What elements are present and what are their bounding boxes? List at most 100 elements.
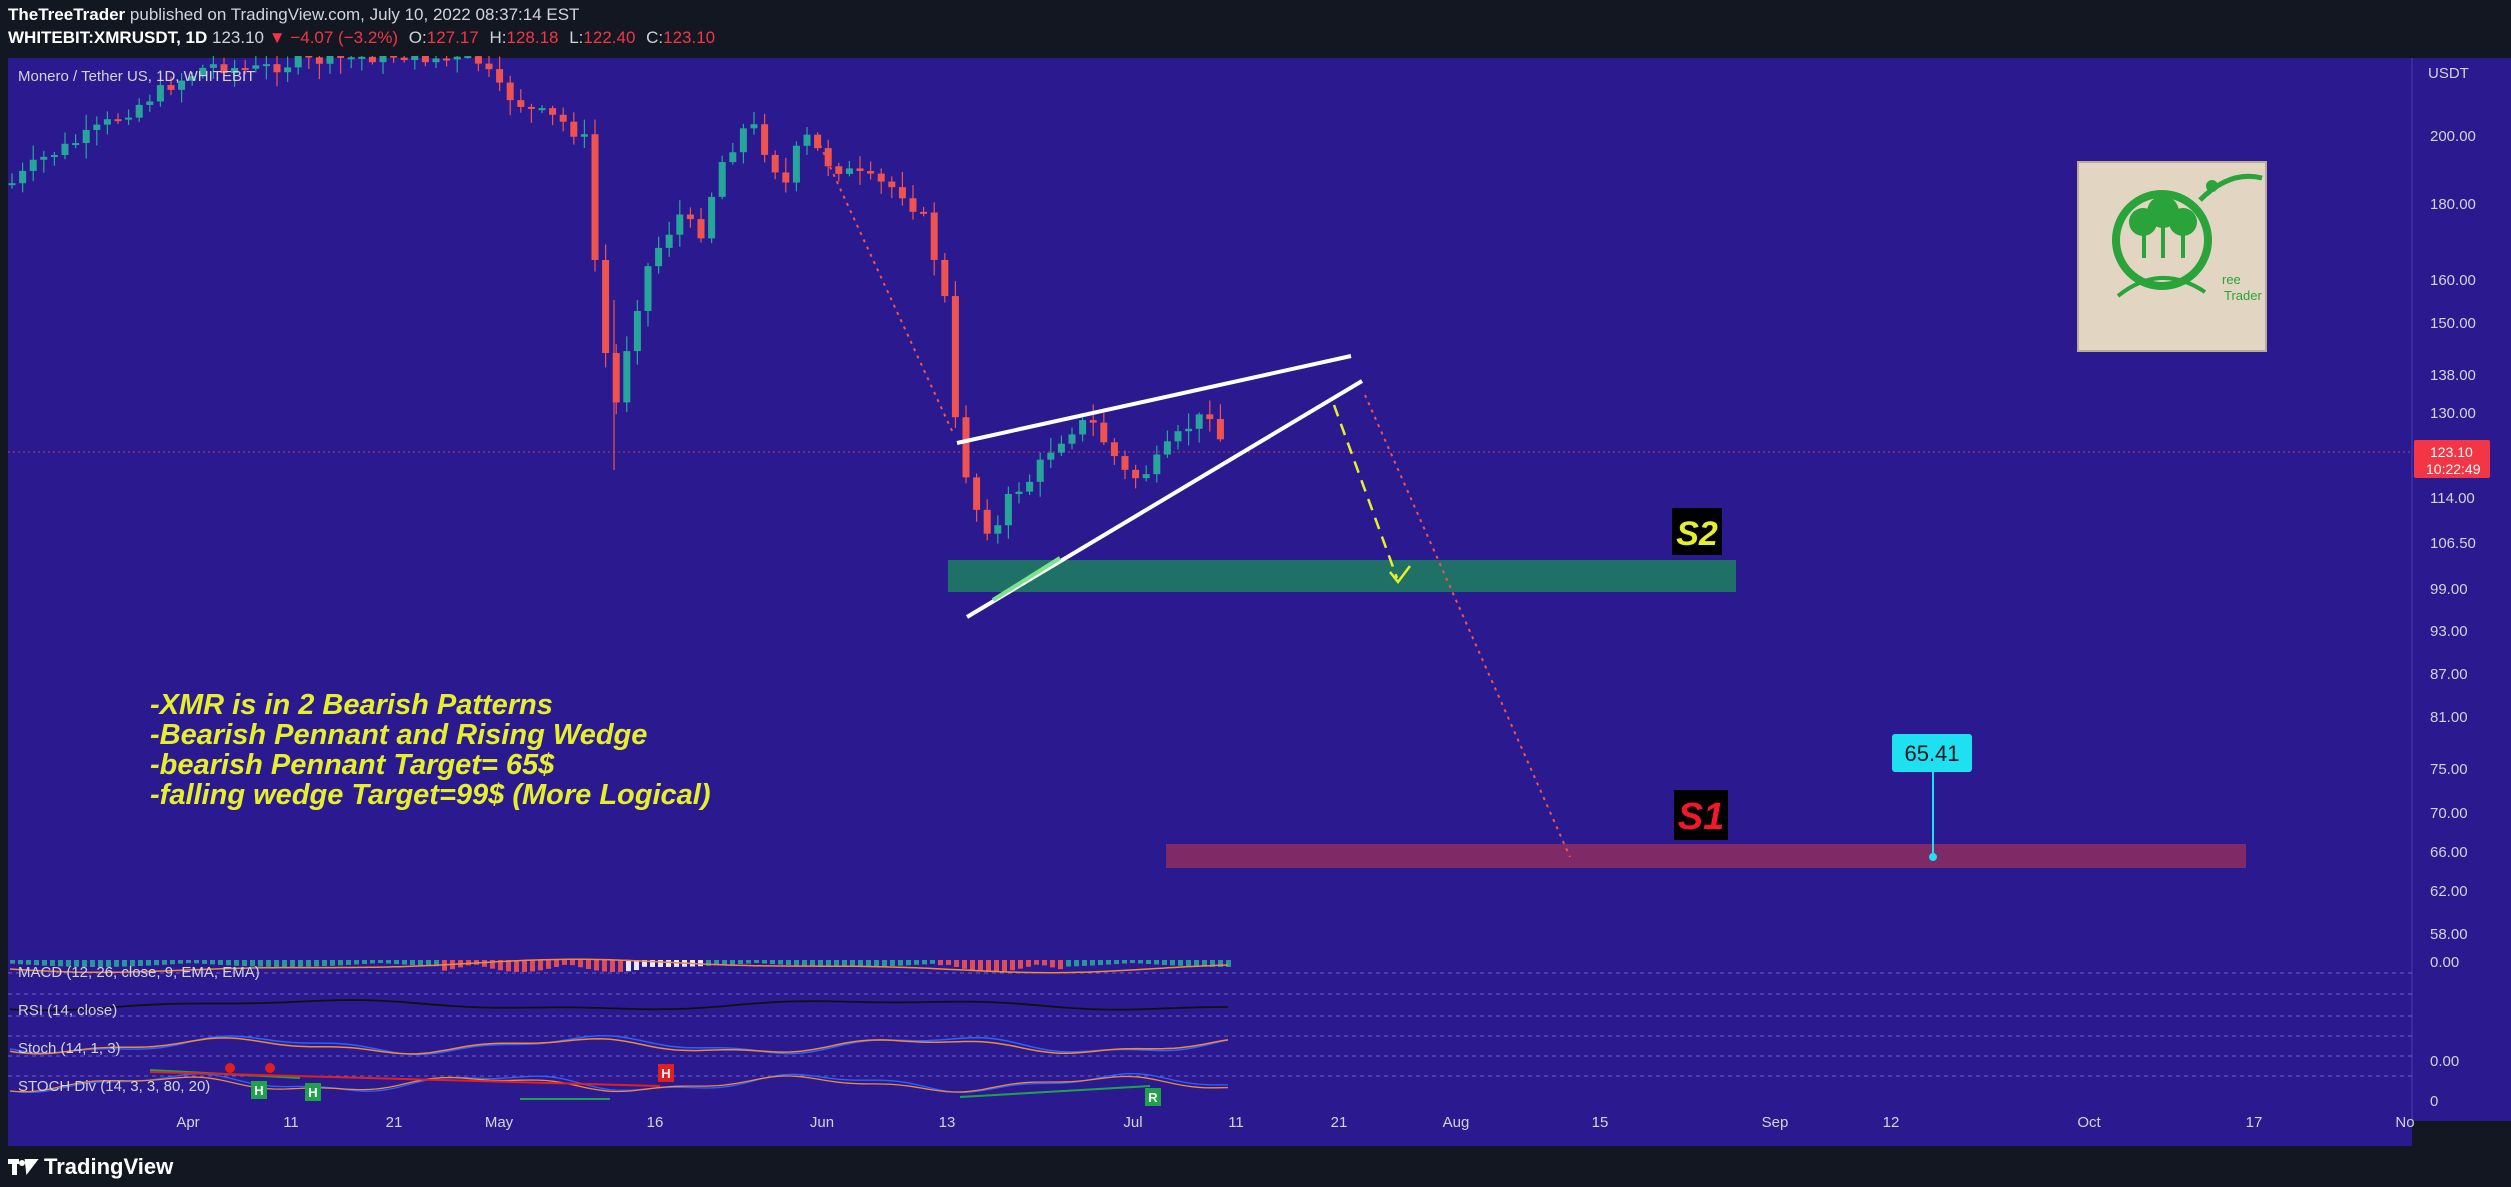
macd-bar [722, 960, 727, 966]
wedge-upper-trendline[interactable] [956, 354, 1352, 445]
arrow-head-icon [1389, 565, 1411, 585]
wedge-lower-trendline[interactable] [965, 379, 1364, 619]
candle-body [1206, 414, 1214, 420]
last-price-tag-value: 123.10 [2430, 444, 2473, 460]
time-tick-label: 11 [283, 1114, 299, 1131]
macd-bar [362, 960, 367, 964]
candle-body [856, 168, 864, 172]
candle-body [761, 124, 769, 155]
macd-bar [146, 960, 151, 966]
candle-body [156, 85, 164, 102]
candle-body [358, 56, 366, 59]
symbol-label[interactable]: WHITEBIT:XMRUSDT, 1D [8, 28, 208, 47]
macd-bar [1146, 960, 1151, 964]
stoch-label[interactable]: Stoch (14, 1, 3) [18, 1040, 121, 1057]
candle-body [326, 56, 334, 64]
rsi-label[interactable]: RSI (14, close) [18, 1002, 117, 1019]
macd-bar [634, 960, 639, 971]
down-arrow-icon: ▼ [268, 28, 286, 47]
s2-label: S2 [1676, 515, 1718, 553]
macd-bar [762, 960, 767, 964]
macd-bar [626, 960, 631, 972]
stoch-d-line [9, 1037, 1229, 1055]
price-tick-label: 106.50 [2430, 535, 2476, 552]
candle-body [559, 114, 567, 122]
macd-bar [906, 960, 911, 966]
published-text: published on TradingView.com, July 10, 2… [129, 5, 580, 24]
s2-support-zone[interactable] [948, 560, 1736, 592]
candle-body [570, 121, 578, 137]
macd-bar [914, 960, 919, 965]
svg-text:Trader: Trader [2224, 288, 2262, 303]
macd-bar [1066, 960, 1071, 967]
indicators-pane[interactable]: MACD (12, 26, close, 9, EMA, EMA) RSI (1… [8, 954, 2459, 1110]
macd-bar [642, 960, 647, 967]
price-tick-label: 200.00 [2430, 128, 2476, 145]
pair-label[interactable]: Monero / Tether US, 1D, WHITEBIT [18, 68, 255, 85]
time-tick-label: Jul [1123, 1114, 1142, 1131]
tradingview-mark-icon [8, 1156, 39, 1178]
macd-bar [962, 960, 967, 969]
candle-body [400, 57, 408, 61]
target-callout[interactable]: 65.41 [1892, 734, 1972, 861]
macd-bar [74, 960, 79, 967]
expected-move-arrow [1332, 404, 1399, 579]
author-name[interactable]: TheTreeTrader [8, 5, 126, 24]
s1-label: S1 [1678, 796, 1724, 838]
candle-body [930, 212, 938, 260]
stoch-div-k-line [9, 1072, 1228, 1094]
macd-bar [250, 960, 255, 967]
stoch-div-label[interactable]: STOCH Div (14, 3, 3, 80, 20) [18, 1078, 210, 1095]
macd-bar [994, 960, 999, 972]
macd-bar [522, 960, 527, 972]
time-tick-label: 12 [1883, 1114, 1900, 1131]
candle-body [835, 166, 843, 174]
macd-bar [930, 960, 935, 964]
candle-body [1004, 494, 1012, 526]
candle-body [824, 148, 832, 167]
time-tick-label: Apr [176, 1114, 199, 1131]
macd-bar [186, 960, 191, 964]
macd-label[interactable]: MACD (12, 26, close, 9, EMA, EMA) [18, 964, 260, 981]
macd-bar [770, 960, 775, 965]
candle-body [729, 152, 737, 163]
time-tick-label: Sep [1762, 1114, 1789, 1131]
candle-body [114, 119, 122, 122]
time-tick-label: 16 [647, 1114, 664, 1131]
candle-body [125, 117, 133, 120]
macd-bar [1026, 960, 1031, 967]
price-axis[interactable] [2412, 58, 2511, 1121]
macd-bar [826, 960, 831, 967]
s1-support-zone[interactable] [1166, 844, 2246, 868]
candle-body [1100, 422, 1108, 443]
macd-bar [98, 960, 103, 967]
candle-body [82, 129, 90, 144]
macd-bar [114, 960, 119, 967]
macd-bar [1106, 960, 1111, 965]
macd-bar [730, 960, 735, 965]
candle-body [347, 57, 355, 60]
candle-body [973, 477, 981, 510]
candle-body [951, 296, 959, 418]
macd-bar [306, 960, 311, 967]
candle-body [580, 134, 588, 137]
macd-bar [50, 960, 55, 966]
analysis-notes: -XMR is in 2 Bearish Patterns -Bearish P… [150, 689, 711, 811]
price-tick-label: 180.00 [2430, 196, 2476, 213]
macd-bar [842, 960, 847, 967]
div-marker-h1: H [251, 1081, 267, 1099]
tradingview-logo[interactable]: TradingView [8, 1154, 173, 1180]
candle-body [29, 159, 37, 171]
candle-body [1163, 441, 1171, 455]
macd-bar [1002, 960, 1007, 972]
time-ticks: Apr 11 21 May 16 Jun 13 Jul 11 21 Aug 15 Sep 12 Oct 17 N… [176, 1114, 2414, 1131]
macd-bar [370, 960, 375, 964]
chart-canvas[interactable]: USDT 200.00180.00160.00150.00138.00130.0… [0, 56, 2511, 1146]
macd-bar [1010, 960, 1015, 971]
candle-body [1216, 419, 1224, 440]
analysis-line-3: -bearish Pennant Target= 65$ [150, 749, 555, 781]
candle-body [676, 214, 684, 235]
candle-body [697, 219, 705, 239]
time-axis[interactable] [8, 1121, 2412, 1146]
macd-bar [666, 960, 671, 967]
